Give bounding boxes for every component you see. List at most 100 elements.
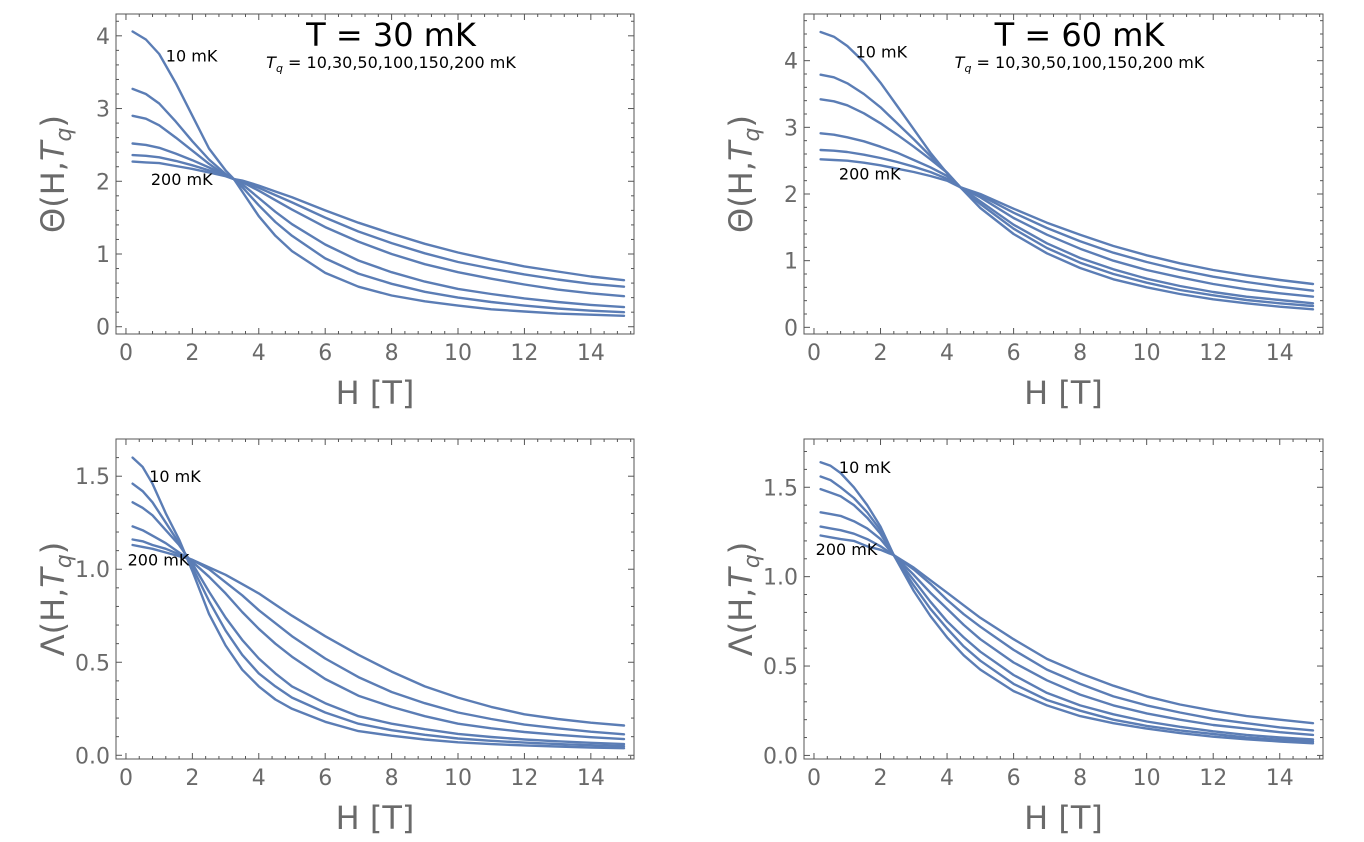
chart-subtitle: Tq = 10,30,50,100,150,200 mK — [955, 53, 1205, 75]
x-tick-label: 2 — [874, 766, 888, 791]
y-axis-label-italic: T — [34, 139, 72, 161]
series-line-100-mk — [131, 525, 626, 741]
chart-title: T = 60 mK — [994, 16, 1166, 54]
x-tick-label: 0 — [807, 766, 821, 791]
x-tick-label: 6 — [1007, 766, 1021, 791]
x-tick-label: 14 — [1266, 341, 1294, 366]
y-tick-label: 0 — [784, 316, 798, 341]
y-tick-label: 2 — [784, 183, 798, 208]
subtitle-sub: q — [276, 62, 283, 75]
x-tick-label: 2 — [185, 341, 199, 366]
x-tick-label: 10 — [444, 341, 472, 366]
subtitle-rest: = 10,30,50,100,150,200 mK — [283, 53, 516, 72]
y-tick-label: 0.5 — [763, 655, 798, 680]
y-axis-label-close: ) — [722, 115, 760, 127]
x-tick-label: 6 — [1007, 341, 1021, 366]
curve-annotation: 10 mK — [149, 467, 201, 486]
series-line-200-mk — [819, 158, 1315, 286]
y-tick-label: 3 — [784, 116, 798, 141]
curve-annotation: 10 mK — [839, 458, 891, 477]
x-tick-label: 0 — [807, 341, 821, 366]
series-line-100-mk — [131, 142, 626, 298]
y-tick-label: 1.0 — [75, 558, 110, 583]
x-tick-label: 12 — [510, 341, 538, 366]
panel-bottom-right-lambda-60mk: 0 2 4 6 8 10 12 14 0.0 0.5 1.0 1.5 H [T] Λ(H,Tq) 10 mK… — [722, 438, 1324, 837]
plot-frame — [803, 13, 1324, 335]
y-tick-label: 1.5 — [763, 476, 798, 501]
series-line-50-mk — [131, 501, 626, 746]
x-tick-label: 8 — [385, 341, 399, 366]
x-tick-label: 14 — [577, 766, 605, 791]
curve-annotation: 200 mK — [128, 551, 190, 570]
x-axis-label: H [T] — [336, 374, 415, 412]
panel-bottom-left-lambda-30mk: 0 2 4 6 8 10 12 14 0.0 0.5 1.0 1.5 H [T] Λ(H,Tq) 10 mK… — [34, 438, 635, 837]
x-tick-label: 4 — [252, 341, 266, 366]
y-axis-label-main: Λ(H, — [34, 588, 72, 657]
subtitle-sub: q — [964, 62, 971, 75]
y-tick-label: 0 — [96, 316, 110, 341]
x-tick-label: 10 — [1133, 766, 1161, 791]
series-line-150-mk — [819, 525, 1315, 732]
y-axis-label-italic: T — [34, 566, 72, 588]
y-axis-label-italic: T — [722, 139, 760, 161]
x-tick-label: 4 — [252, 766, 266, 791]
series-line-100-mk — [819, 132, 1315, 298]
y-axis-label-main: Θ(H, — [722, 161, 760, 233]
x-tick-label: 0 — [119, 341, 133, 366]
series-line-50-mk — [819, 487, 1315, 741]
y-tick-label: 1 — [784, 250, 798, 275]
y-tick-label: 0.0 — [75, 744, 110, 769]
plot-frame — [115, 13, 635, 335]
y-axis-label-close: ) — [34, 115, 72, 127]
curve-annotation: 200 mK — [816, 540, 878, 559]
y-tick-label: 0.5 — [75, 651, 110, 676]
y-axis-label-italic: T — [722, 566, 760, 588]
curve-annotation: 10 mK — [856, 42, 908, 61]
x-tick-label: 8 — [385, 766, 399, 791]
x-tick-label: 10 — [1133, 341, 1161, 366]
y-axis-label-main: Λ(H, — [722, 588, 760, 657]
y-axis-label: Λ(H,Tq) — [34, 542, 77, 657]
x-tick-label: 2 — [185, 766, 199, 791]
x-tick-label: 8 — [1073, 766, 1087, 791]
series-line-30-mk — [131, 482, 626, 748]
series-line-200-mk — [819, 534, 1315, 725]
y-tick-label: 3 — [96, 98, 110, 123]
chart-title: T = 30 mK — [305, 16, 477, 54]
curve-annotation: 200 mK — [151, 170, 213, 189]
series-line-10-mk — [819, 30, 1315, 311]
x-tick-label: 10 — [444, 766, 472, 791]
x-tick-label: 6 — [318, 341, 332, 366]
y-tick-label: 4 — [96, 25, 110, 50]
y-axis-label-sub: q — [740, 128, 765, 142]
series-line-100-mk — [819, 511, 1315, 737]
series-line-30-mk — [819, 475, 1315, 743]
series-line-200-mk — [131, 160, 626, 282]
y-tick-label: 1 — [96, 243, 110, 268]
series-line-30-mk — [131, 87, 626, 314]
curve-annotation: 200 mK — [839, 164, 901, 183]
y-axis-label-main: Θ(H, — [34, 161, 72, 233]
y-axis-label: Λ(H,Tq) — [722, 542, 765, 657]
series-line-10-mk — [131, 30, 626, 317]
x-axis-label: H [T] — [336, 799, 415, 837]
series-line-50-mk — [819, 98, 1315, 305]
y-tick-label: 2 — [96, 170, 110, 195]
x-axis-label: H [T] — [1024, 374, 1103, 412]
series-line-150-mk — [131, 538, 626, 736]
x-tick-label: 4 — [940, 766, 954, 791]
x-tick-label: 12 — [1199, 766, 1227, 791]
x-tick-label: 2 — [874, 341, 888, 366]
series-line-10-mk — [819, 461, 1315, 745]
subtitle-rest: = 10,30,50,100,150,200 mK — [971, 53, 1204, 72]
y-axis-label: Θ(H,Tq) — [34, 115, 77, 233]
y-axis-label-close: ) — [722, 542, 760, 554]
series-line-150-mk — [131, 153, 626, 288]
subtitle-symbol: T — [266, 53, 277, 72]
y-tick-label: 1.5 — [75, 465, 110, 490]
x-tick-label: 4 — [940, 341, 954, 366]
y-axis-label: Θ(H,Tq) — [722, 115, 765, 233]
